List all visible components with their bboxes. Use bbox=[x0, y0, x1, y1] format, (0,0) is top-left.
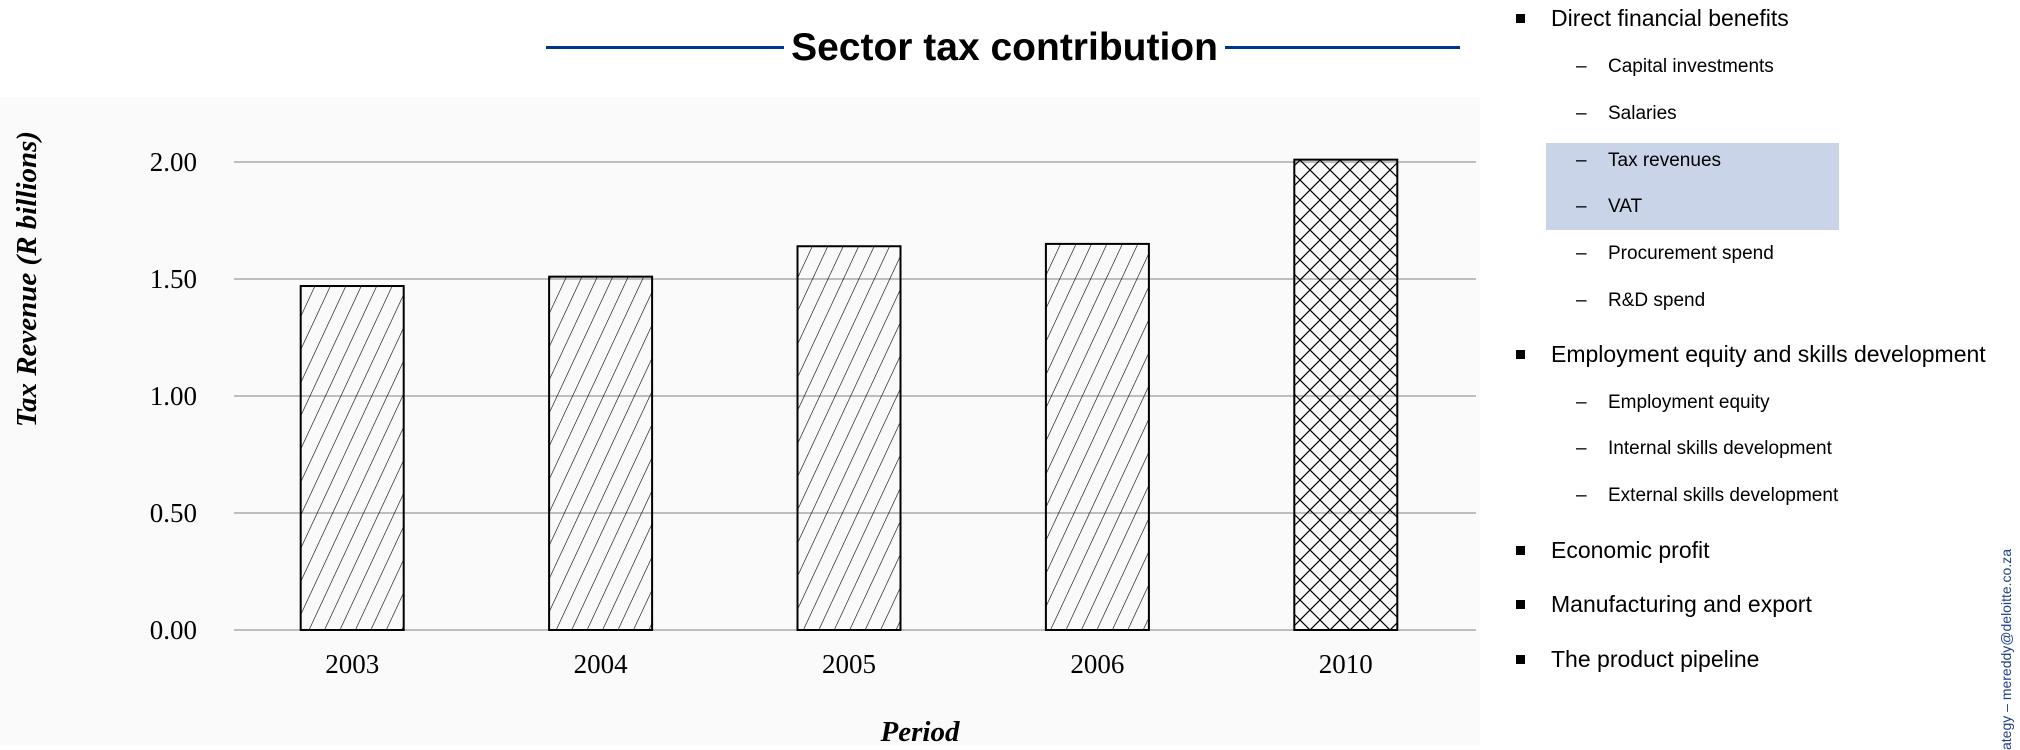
y-tick-label: 2.00 bbox=[150, 147, 197, 177]
title-rule-right bbox=[1225, 46, 1460, 49]
x-tick-label: 2010 bbox=[1319, 649, 1373, 679]
bullet-item: Economic profit bbox=[1516, 537, 1710, 564]
bullet-text: Tax revenues bbox=[1608, 150, 1722, 171]
bullet-text: Economic profit bbox=[1551, 537, 1710, 563]
sub-bullet-item: – Salaries bbox=[1576, 103, 1677, 125]
bullet-text: The product pipeline bbox=[1551, 646, 1760, 672]
x-tick-label: 2003 bbox=[325, 649, 379, 679]
bullet-text: Salaries bbox=[1608, 103, 1677, 124]
y-axis-ticks: 0.00 0.50 1.00 1.50 2.00 bbox=[150, 147, 197, 645]
bar-2004 bbox=[548, 275, 654, 631]
sub-bullet-item: – R&D spend bbox=[1576, 290, 1706, 312]
side-footer-text: ategy – mereddy@deloitte.co.za bbox=[1998, 549, 2014, 750]
bullet-dash-icon: – bbox=[1576, 290, 1587, 311]
bullet-item: Direct financial benefits bbox=[1516, 5, 1789, 32]
bullet-text: VAT bbox=[1608, 196, 1643, 217]
bullet-text: Capital investments bbox=[1608, 56, 1774, 77]
y-axis-label: Tax Revenue (R billions) bbox=[11, 131, 43, 427]
bar-2003 bbox=[299, 285, 405, 631]
bullet-square-icon bbox=[1516, 545, 1525, 555]
bullet-dash-icon: – bbox=[1576, 438, 1587, 459]
bullet-dash-icon: – bbox=[1576, 243, 1587, 264]
bullet-text: Employment equity and skills development bbox=[1551, 341, 1986, 367]
bullet-text: R&D spend bbox=[1608, 290, 1706, 311]
bullet-dash-icon: – bbox=[1576, 150, 1587, 171]
chart-header: Sector tax contribution bbox=[540, 18, 1460, 78]
bullet-dash-icon: – bbox=[1576, 56, 1587, 77]
bullet-square-icon bbox=[1516, 599, 1525, 609]
sub-bullet-item: – VAT bbox=[1576, 196, 1643, 218]
bullet-highlight bbox=[1546, 143, 1839, 230]
bar-2006 bbox=[1044, 242, 1150, 631]
bullet-square-icon bbox=[1516, 654, 1525, 664]
bullet-text: Internal skills development bbox=[1608, 438, 1832, 459]
bar-2010 bbox=[1293, 158, 1399, 631]
title-rule-left bbox=[546, 46, 784, 49]
bullet-dash-icon: – bbox=[1576, 485, 1587, 506]
sub-bullet-item: – Capital investments bbox=[1576, 56, 1774, 78]
bullet-item: Manufacturing and export bbox=[1516, 591, 1812, 618]
bullet-text: External skills development bbox=[1608, 485, 1839, 506]
bullet-item: The product pipeline bbox=[1516, 646, 1760, 673]
y-tick-label: 0.50 bbox=[150, 498, 197, 528]
bar-chart: 0.00 0.50 1.00 1.50 2.00 2003 2004 2005 2006 201… bbox=[0, 97, 1480, 746]
bullet-square-icon bbox=[1516, 13, 1525, 23]
bullet-text: Employment equity bbox=[1608, 392, 1770, 413]
y-tick-label: 1.50 bbox=[150, 264, 197, 294]
x-tick-label: 2005 bbox=[822, 649, 876, 679]
y-tick-label: 0.00 bbox=[150, 615, 197, 645]
bullet-text: Direct financial benefits bbox=[1551, 5, 1789, 31]
bullet-item: Employment equity and skills development bbox=[1516, 341, 1986, 368]
bullet-dash-icon: – bbox=[1576, 392, 1587, 413]
x-tick-label: 2006 bbox=[1070, 649, 1124, 679]
sub-bullet-item: – Tax revenues bbox=[1576, 150, 1722, 172]
bullet-text: Procurement spend bbox=[1608, 243, 1774, 264]
chart-title: Sector tax contribution bbox=[791, 26, 1218, 69]
plot-area-background bbox=[0, 97, 1480, 746]
sub-bullet-item: – Internal skills development bbox=[1576, 438, 1832, 460]
sub-bullet-item: – Employment equity bbox=[1576, 392, 1770, 414]
sub-bullet-item: – External skills development bbox=[1576, 485, 1839, 507]
bullet-square-icon bbox=[1516, 349, 1525, 359]
bullet-dash-icon: – bbox=[1576, 196, 1587, 217]
y-tick-label: 1.00 bbox=[150, 381, 197, 411]
x-axis-ticks: 2003 2004 2005 2006 2010 bbox=[325, 649, 1373, 679]
sub-bullet-item: – Procurement spend bbox=[1576, 243, 1774, 265]
bars bbox=[299, 158, 1399, 632]
x-axis-label: Period bbox=[880, 716, 960, 746]
bullet-text: Manufacturing and export bbox=[1551, 591, 1812, 617]
bar-2005 bbox=[796, 245, 902, 632]
x-tick-label: 2004 bbox=[574, 649, 629, 679]
bullet-dash-icon: – bbox=[1576, 103, 1587, 124]
